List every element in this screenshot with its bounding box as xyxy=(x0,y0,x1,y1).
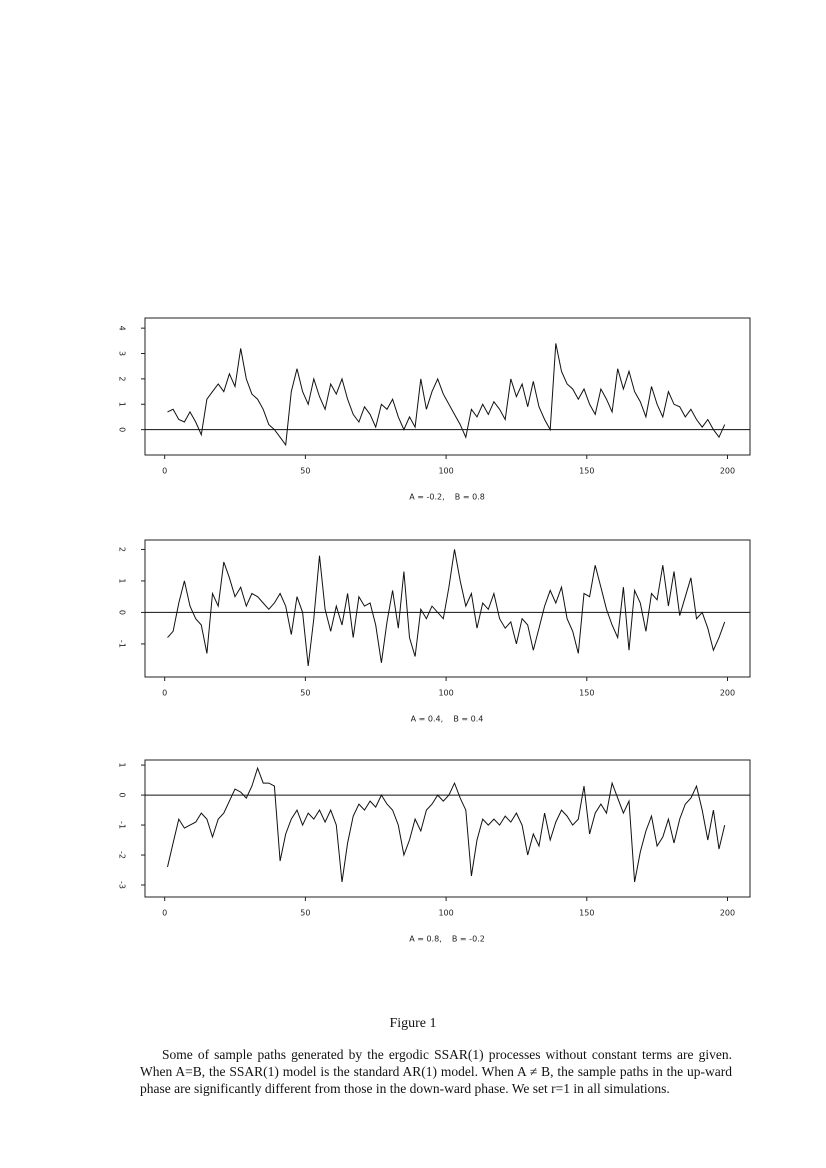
y-tick-label: 1 xyxy=(118,402,127,407)
x-tick-label: 100 xyxy=(438,909,453,918)
x-tick-label: 50 xyxy=(300,909,310,918)
x-tick-label: 150 xyxy=(579,689,594,698)
x-tick-label: 50 xyxy=(300,689,310,698)
y-tick-label: -2 xyxy=(118,851,127,859)
y-tick-label: -3 xyxy=(118,881,127,889)
x-tick-label: 0 xyxy=(162,689,167,698)
y-tick-label: 1 xyxy=(118,763,127,768)
figure-label: Figure 1 xyxy=(389,1016,437,1031)
x-tick-label: 100 xyxy=(438,467,453,476)
x-tick-label: 200 xyxy=(720,909,735,918)
y-tick-label: 0 xyxy=(118,793,127,798)
y-tick-label: 3 xyxy=(118,351,127,356)
x-tick-label: 50 xyxy=(300,467,310,476)
y-tick-label: 0 xyxy=(118,610,127,615)
y-tick-label: 1 xyxy=(118,578,127,583)
series-line xyxy=(167,549,726,667)
y-tick-label: 0 xyxy=(118,427,127,432)
caption: Some of sample paths generated by the er… xyxy=(140,1047,732,1096)
series-line xyxy=(167,766,726,883)
y-tick-label: 4 xyxy=(118,326,127,331)
x-tick-label: 0 xyxy=(162,909,167,918)
y-tick-label: 2 xyxy=(118,376,127,381)
x-tick-label: 200 xyxy=(720,467,735,476)
y-tick-label: -1 xyxy=(118,640,127,648)
x-tick-label: 200 xyxy=(720,689,735,698)
plot-frame xyxy=(144,759,751,898)
y-tick-label: 2 xyxy=(118,547,127,552)
plot-frame xyxy=(144,539,751,678)
x-axis-label: A = 0.4, B = 0.4 xyxy=(411,715,484,724)
y-tick-label: -1 xyxy=(118,821,127,829)
x-axis-label: A = 0.8, B = -0.2 xyxy=(409,935,485,944)
x-tick-label: 100 xyxy=(438,689,453,698)
x-tick-label: 150 xyxy=(579,467,594,476)
x-tick-label: 150 xyxy=(579,909,594,918)
x-axis-label: A = -0.2, B = 0.8 xyxy=(409,493,485,502)
plot-frame xyxy=(144,317,751,456)
x-tick-label: 0 xyxy=(162,467,167,476)
series-line xyxy=(167,343,726,447)
